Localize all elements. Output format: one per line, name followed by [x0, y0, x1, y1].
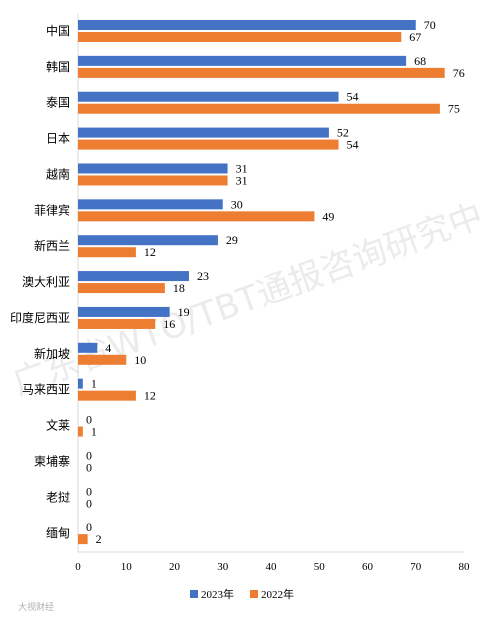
legend-label: 2023年 — [201, 587, 234, 601]
category-label: 马来西亚 — [22, 383, 70, 397]
data-label: 12 — [144, 245, 156, 259]
data-label: 0 — [86, 448, 92, 462]
bar-series-1 — [78, 163, 228, 174]
bar-series-1 — [78, 199, 223, 210]
legend: 2023年 2022年 — [190, 587, 294, 601]
data-label: 68 — [414, 54, 426, 68]
category-label: 柬埔寨 — [34, 453, 70, 468]
data-label: 54 — [347, 138, 359, 152]
category-label: 泰国 — [46, 96, 70, 110]
axis: 0 10 20 30 40 50 60 70 80 — [75, 14, 470, 573]
bar-series-2 — [78, 175, 228, 186]
bar-series-1 — [78, 20, 416, 30]
category-label: 新西兰 — [34, 238, 70, 253]
bar-series-1 — [78, 127, 329, 138]
bar-series-2 — [78, 534, 88, 545]
x-tick-label: 70 — [410, 561, 422, 573]
category-label: 印度尼西亚 — [10, 310, 70, 325]
bar-series-2 — [78, 103, 440, 114]
x-tick-label: 10 — [121, 561, 133, 573]
data-label: 30 — [231, 197, 243, 211]
category-label: 新加坡 — [34, 346, 70, 361]
data-label: 31 — [236, 173, 248, 187]
x-tick-label: 40 — [266, 561, 278, 573]
data-label: 54 — [347, 90, 359, 104]
data-label: 4 — [105, 341, 111, 355]
credit-text: 大视财经 — [18, 601, 54, 613]
data-label: 1 — [91, 425, 97, 439]
bar-series-2 — [78, 318, 156, 329]
bar-series-1 — [78, 55, 407, 66]
bar-series-2 — [78, 139, 339, 150]
data-label: 1 — [91, 377, 97, 391]
data-label: 29 — [226, 233, 238, 247]
category-label: 澳大利亚 — [22, 275, 70, 289]
x-tick-label: 30 — [217, 561, 229, 573]
data-label: 49 — [322, 209, 334, 223]
bar-series-2 — [78, 32, 402, 42]
category-label: 日本 — [46, 132, 70, 146]
credit: 大视财经 — [18, 601, 54, 613]
bar-series-1 — [78, 91, 339, 102]
bar-series-2 — [78, 426, 83, 437]
x-tick-label: 0 — [75, 561, 81, 573]
bar-series-2 — [78, 67, 445, 78]
data-label: 31 — [236, 161, 248, 175]
bar-series-1 — [78, 235, 218, 246]
data-label: 67 — [409, 30, 421, 44]
bar-series-1 — [78, 342, 98, 353]
data-label: 52 — [337, 126, 349, 140]
data-label: 16 — [163, 317, 175, 331]
data-label: 19 — [178, 305, 190, 319]
x-tick-label: 60 — [362, 561, 374, 573]
data-label: 0 — [86, 460, 92, 474]
data-label: 0 — [86, 484, 92, 498]
category-label: 菲律宾 — [34, 202, 70, 217]
x-tick-label: 80 — [459, 561, 471, 573]
data-label: 12 — [144, 389, 156, 403]
data-label: 2 — [96, 532, 102, 546]
bar-series-2 — [78, 211, 315, 222]
data-label: 0 — [86, 413, 92, 427]
bars — [78, 20, 445, 545]
category-label: 缅甸 — [46, 526, 70, 540]
x-tick-label: 50 — [314, 561, 326, 573]
data-label: 75 — [448, 102, 460, 116]
legend-swatch — [190, 590, 198, 598]
data-label: 0 — [86, 496, 92, 510]
bar-series-1 — [78, 271, 189, 282]
bar-series-2 — [78, 354, 127, 365]
legend-swatch — [250, 590, 258, 598]
data-label: 0 — [86, 520, 92, 534]
bar-series-2 — [78, 283, 165, 294]
category-label: 越南 — [46, 166, 70, 181]
category-label: 中国 — [46, 23, 70, 38]
data-label: 70 — [424, 18, 436, 32]
bar-series-2 — [78, 390, 136, 401]
data-label: 76 — [453, 66, 465, 80]
data-label: 23 — [197, 269, 209, 283]
x-tick-label: 20 — [169, 561, 181, 573]
bar-series-1 — [78, 378, 83, 389]
data-label: 10 — [134, 353, 146, 367]
data-label: 18 — [173, 281, 185, 295]
category-label: 老挝 — [46, 490, 70, 504]
legend-label: 2022年 — [261, 587, 294, 601]
category-label: 韩国 — [46, 59, 70, 74]
category-label: 文莱 — [46, 418, 70, 433]
bar-series-1 — [78, 306, 170, 317]
bar-series-2 — [78, 247, 136, 258]
